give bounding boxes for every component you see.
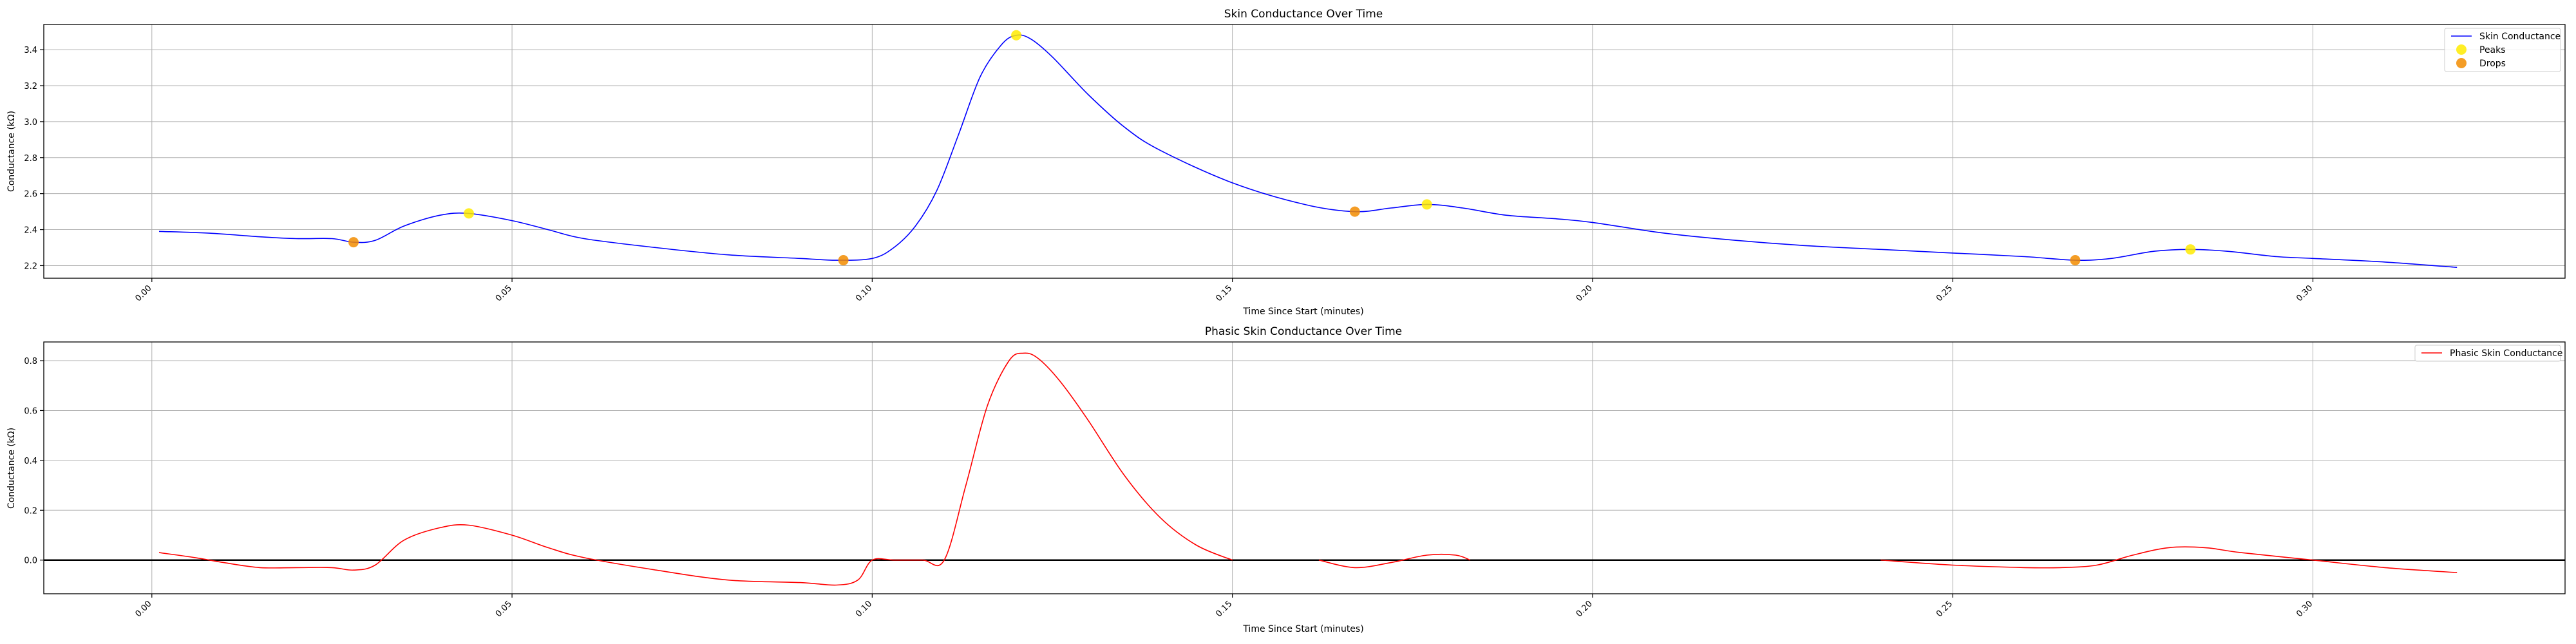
y-tick-label: 0.4 <box>24 457 37 466</box>
y-tick-label: 2.6 <box>24 190 37 200</box>
y-tick-label: 0.6 <box>24 406 37 416</box>
x-axis-label: Time Since Start (minutes) <box>1242 624 1363 634</box>
legend-label-peaks: Peaks <box>2479 45 2506 55</box>
y-tick-label: 2.4 <box>24 226 37 236</box>
y-axis-label: Conductance (kΩ) <box>6 111 17 192</box>
y-tick-label: 0.8 <box>24 357 37 366</box>
chart-title: Phasic Skin Conductance Over Time <box>1205 325 1402 338</box>
y-tick-label: 0.0 <box>24 556 37 566</box>
legend-frame <box>2414 345 2561 362</box>
y-tick-label: 2.8 <box>24 154 37 164</box>
drop-point <box>838 255 849 266</box>
legend-label-drops: Drops <box>2479 59 2506 69</box>
skin-conductance-line <box>158 34 2458 268</box>
y-tick-label: 3.0 <box>24 118 37 128</box>
phasic-line-segment <box>158 352 1233 586</box>
x-axis-label: Time Since Start (minutes) <box>1242 307 1363 317</box>
legend: Skin Conductance Peaks Drops <box>2444 28 2561 72</box>
legend-label-phasic: Phasic Skin Conductance <box>2450 348 2562 359</box>
skin-conductance-chart: Skin Conductance Over Time 0.00 0.05 0.10 0… <box>6 8 2566 317</box>
phasic-line-segment <box>1880 546 2458 573</box>
chart-title: Skin Conductance Over Time <box>1224 8 1383 21</box>
legend: Phasic Skin Conductance <box>2414 345 2562 362</box>
y-axis-label: Conductance (kΩ) <box>6 428 17 509</box>
drop-point <box>1349 206 1360 217</box>
y-tick-label: 2.2 <box>24 261 37 271</box>
y-tick-label: 3.2 <box>24 82 37 91</box>
grid <box>44 24 2565 278</box>
peak-point <box>2185 244 2196 255</box>
legend-drops-marker <box>2456 58 2467 68</box>
peak-point <box>463 208 474 219</box>
drop-point <box>2070 255 2081 266</box>
plot-frame <box>43 24 2566 279</box>
legend-peaks-marker <box>2456 44 2467 55</box>
plot-frame <box>43 341 2566 594</box>
peak-point <box>1421 199 1432 210</box>
phasic-line-segment <box>1318 554 1471 569</box>
drop-point <box>348 237 359 248</box>
y-tick-label: 0.2 <box>24 506 37 516</box>
series-layer <box>158 30 2458 268</box>
legend-label-skin-conductance: Skin Conductance <box>2479 32 2561 42</box>
peak-point <box>1011 30 1022 41</box>
series-layer <box>44 352 2565 586</box>
y-tick-label: 3.4 <box>24 46 37 55</box>
tick-layer: 0.00 0.05 0.10 0.15 0.20 0.25 0.302.22.42.62.8… <box>24 46 2315 303</box>
legend-frame <box>2444 28 2561 72</box>
